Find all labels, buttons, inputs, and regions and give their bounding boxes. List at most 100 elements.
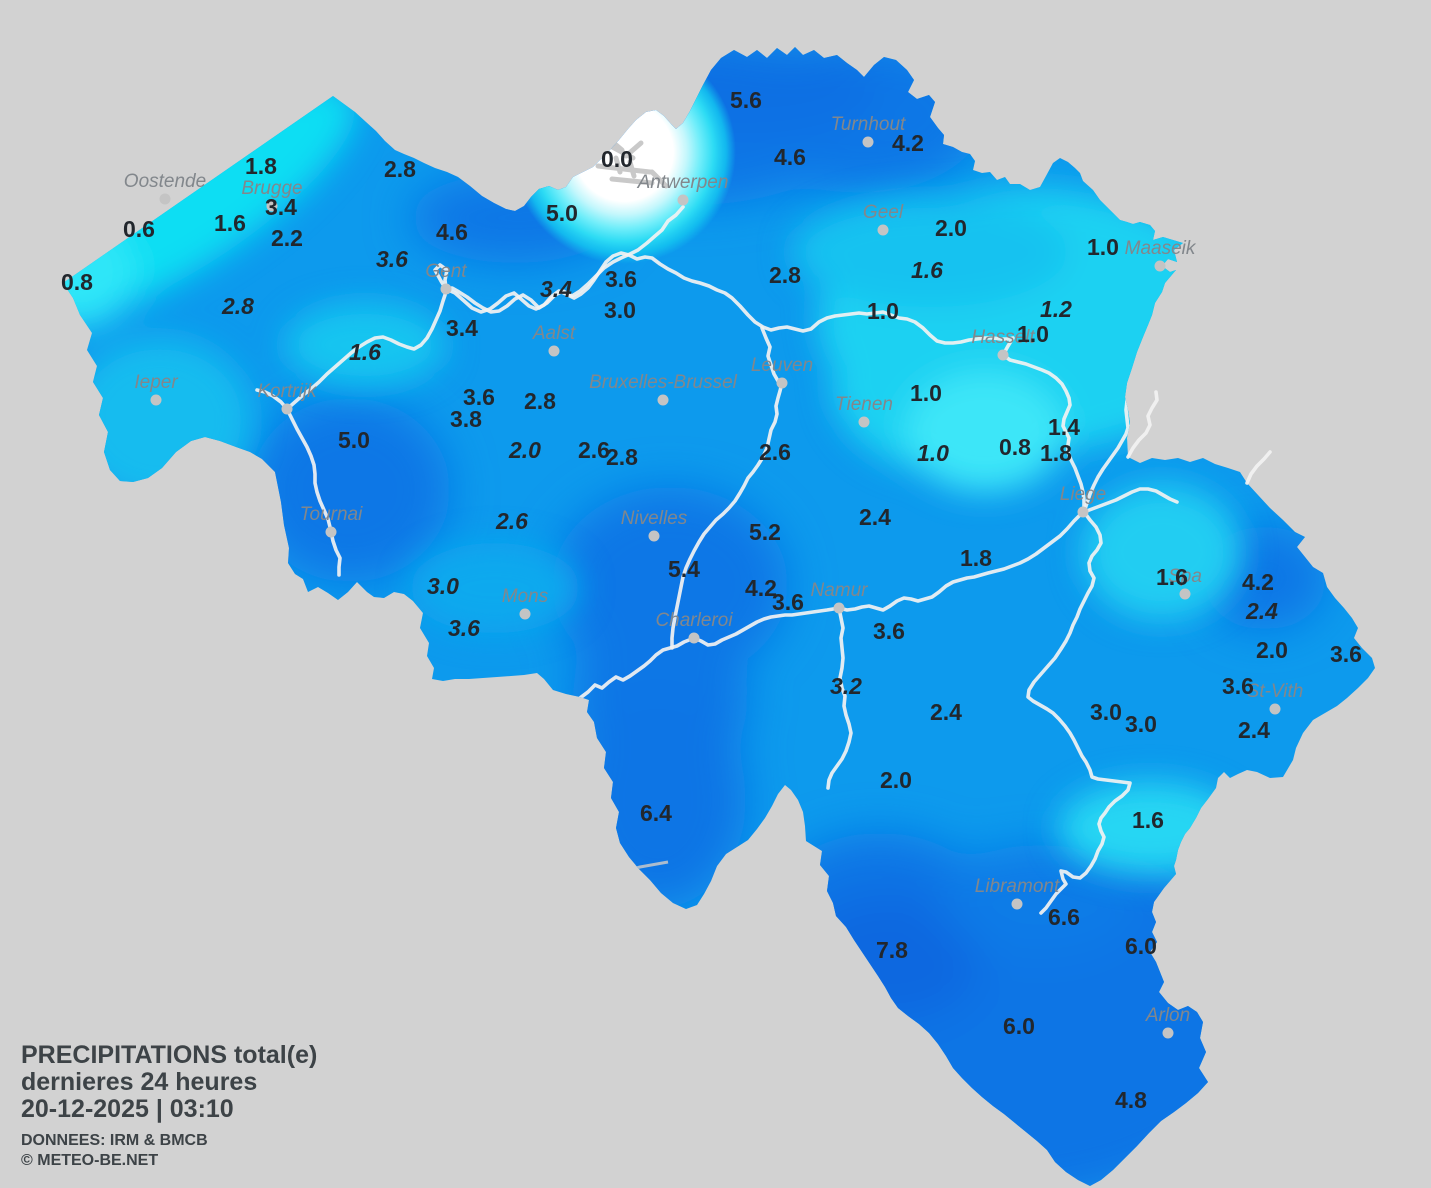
city-label: Ieper (134, 372, 178, 393)
precip-value: 5.2 (749, 519, 781, 545)
precip-value: 3.6 (463, 384, 495, 410)
precip-value: 5.6 (730, 87, 762, 113)
city-dot (657, 394, 669, 406)
precip-value: 3.0 (1125, 711, 1157, 737)
outside-border-lines (1126, 390, 1272, 485)
city-dot (858, 416, 870, 428)
city-dot (1179, 588, 1191, 600)
precip-value: 1.8 (960, 545, 992, 571)
precip-value: 2.8 (769, 262, 801, 288)
precip-value: 3.0 (604, 297, 636, 323)
city-label: Mons (502, 586, 549, 607)
city-dot (281, 403, 293, 415)
city-dot (688, 632, 700, 644)
precip-value: 2.6 (759, 439, 791, 465)
city-dot (1011, 898, 1023, 910)
precip-value: 4.2 (745, 575, 777, 601)
precip-value: 2.8 (606, 444, 638, 470)
precip-value: 2.0 (880, 767, 912, 793)
precip-value: 1.4 (1048, 414, 1080, 440)
city-dot (440, 283, 452, 295)
precip-value: 4.2 (892, 130, 924, 156)
precip-value: 1.0 (917, 440, 949, 466)
precip-value: 6.0 (1003, 1013, 1035, 1039)
city-dot (1162, 1027, 1174, 1039)
precip-value: 0.8 (999, 434, 1031, 460)
precip-value: 1.2 (1040, 296, 1072, 322)
precip-value: 2.4 (930, 699, 962, 725)
precip-value: 2.8 (524, 388, 556, 414)
precip-value: 3.4 (540, 276, 572, 302)
city-dot (1269, 703, 1281, 715)
precip-value: 1.8 (1040, 440, 1072, 466)
precip-value: 2.8 (384, 156, 416, 182)
city-label: Geel (863, 202, 904, 223)
city-dot (648, 530, 660, 542)
precip-value: 3.6 (448, 615, 480, 641)
precip-value: 2.4 (1245, 598, 1278, 624)
precip-value: 1.6 (349, 339, 381, 365)
title-block: PRECIPITATIONS total(e) dernieres 24 heu… (21, 1042, 317, 1171)
city-dot (1154, 260, 1166, 272)
city-dot (997, 349, 1009, 361)
precip-value: 5.4 (668, 556, 700, 582)
precip-value: 1.0 (1017, 321, 1049, 347)
precip-low-zones (63, 84, 1242, 874)
city-label: Tienen (835, 394, 893, 415)
city-dot (548, 345, 560, 357)
precip-value: 7.8 (876, 937, 908, 963)
city-label: Maaseik (1125, 238, 1197, 259)
city-dot (833, 602, 845, 614)
precip-value: 1.0 (1087, 234, 1119, 260)
precip-value: 3.2 (830, 673, 862, 699)
precip-value: 3.6 (1330, 641, 1362, 667)
city-dot (776, 377, 788, 389)
precip-value: 3.0 (1090, 699, 1122, 725)
city-label: Aalst (532, 323, 576, 344)
city-label: Leuven (751, 355, 813, 376)
precip-value: 2.4 (859, 504, 891, 530)
precip-value: 3.4 (265, 194, 297, 220)
city-dot (266, 200, 278, 212)
city-label: Turnhout (831, 114, 906, 135)
precip-value: 2.4 (1238, 717, 1270, 743)
precip-value: 4.8 (1115, 1087, 1147, 1113)
precip-value: 2.0 (935, 215, 967, 241)
precip-value: 6.0 (1125, 933, 1157, 959)
city-label: Gent (425, 261, 467, 282)
city-label: Charleroi (655, 610, 733, 631)
map-timestamp: 20-12-2025 | 03:10 (21, 1095, 234, 1123)
copyright: © METEO-BE.NET (21, 1152, 159, 1169)
precip-value: 2.0 (508, 437, 541, 463)
precip-value: 4.6 (436, 219, 468, 245)
precip-value: 3.0 (427, 573, 459, 599)
map-title: PRECIPITATIONS total(e) (21, 1041, 318, 1069)
precip-value: 6.4 (640, 800, 672, 826)
city-dot (1077, 506, 1089, 518)
map-labels: Oostende Brugge Antwerpen Turnhout Geel Maase… (61, 87, 1362, 1113)
city-label: Arlon (1145, 1005, 1190, 1026)
precip-value: 3.6 (1222, 673, 1254, 699)
city-label: Brugge (241, 178, 302, 199)
precip-value: 0.0 (601, 146, 633, 172)
city-dot (862, 136, 874, 148)
precip-value: 1.0 (910, 380, 942, 406)
precip-value: 4.6 (774, 144, 806, 170)
city-label: Kortrijk (257, 381, 318, 402)
precip-value: 1.6 (911, 257, 943, 283)
city-label: Hasselt (971, 327, 1035, 348)
city-label: Spa (1168, 566, 1202, 587)
precip-value: 1.8 (245, 153, 277, 179)
data-source: DONNEES: IRM & BMCB (21, 1132, 208, 1149)
city-dot (519, 608, 531, 620)
city-label: Namur (810, 580, 868, 601)
precip-value: 5.0 (546, 200, 578, 226)
city-label: Oostende (124, 171, 206, 192)
city-label: Libramont (975, 876, 1060, 897)
precip-value: 1.6 (214, 210, 246, 236)
precip-value: 2.2 (271, 225, 303, 251)
precip-value: 4.2 (1242, 569, 1274, 595)
precip-value: 5.0 (338, 427, 370, 453)
city-label: Liege (1060, 484, 1107, 505)
